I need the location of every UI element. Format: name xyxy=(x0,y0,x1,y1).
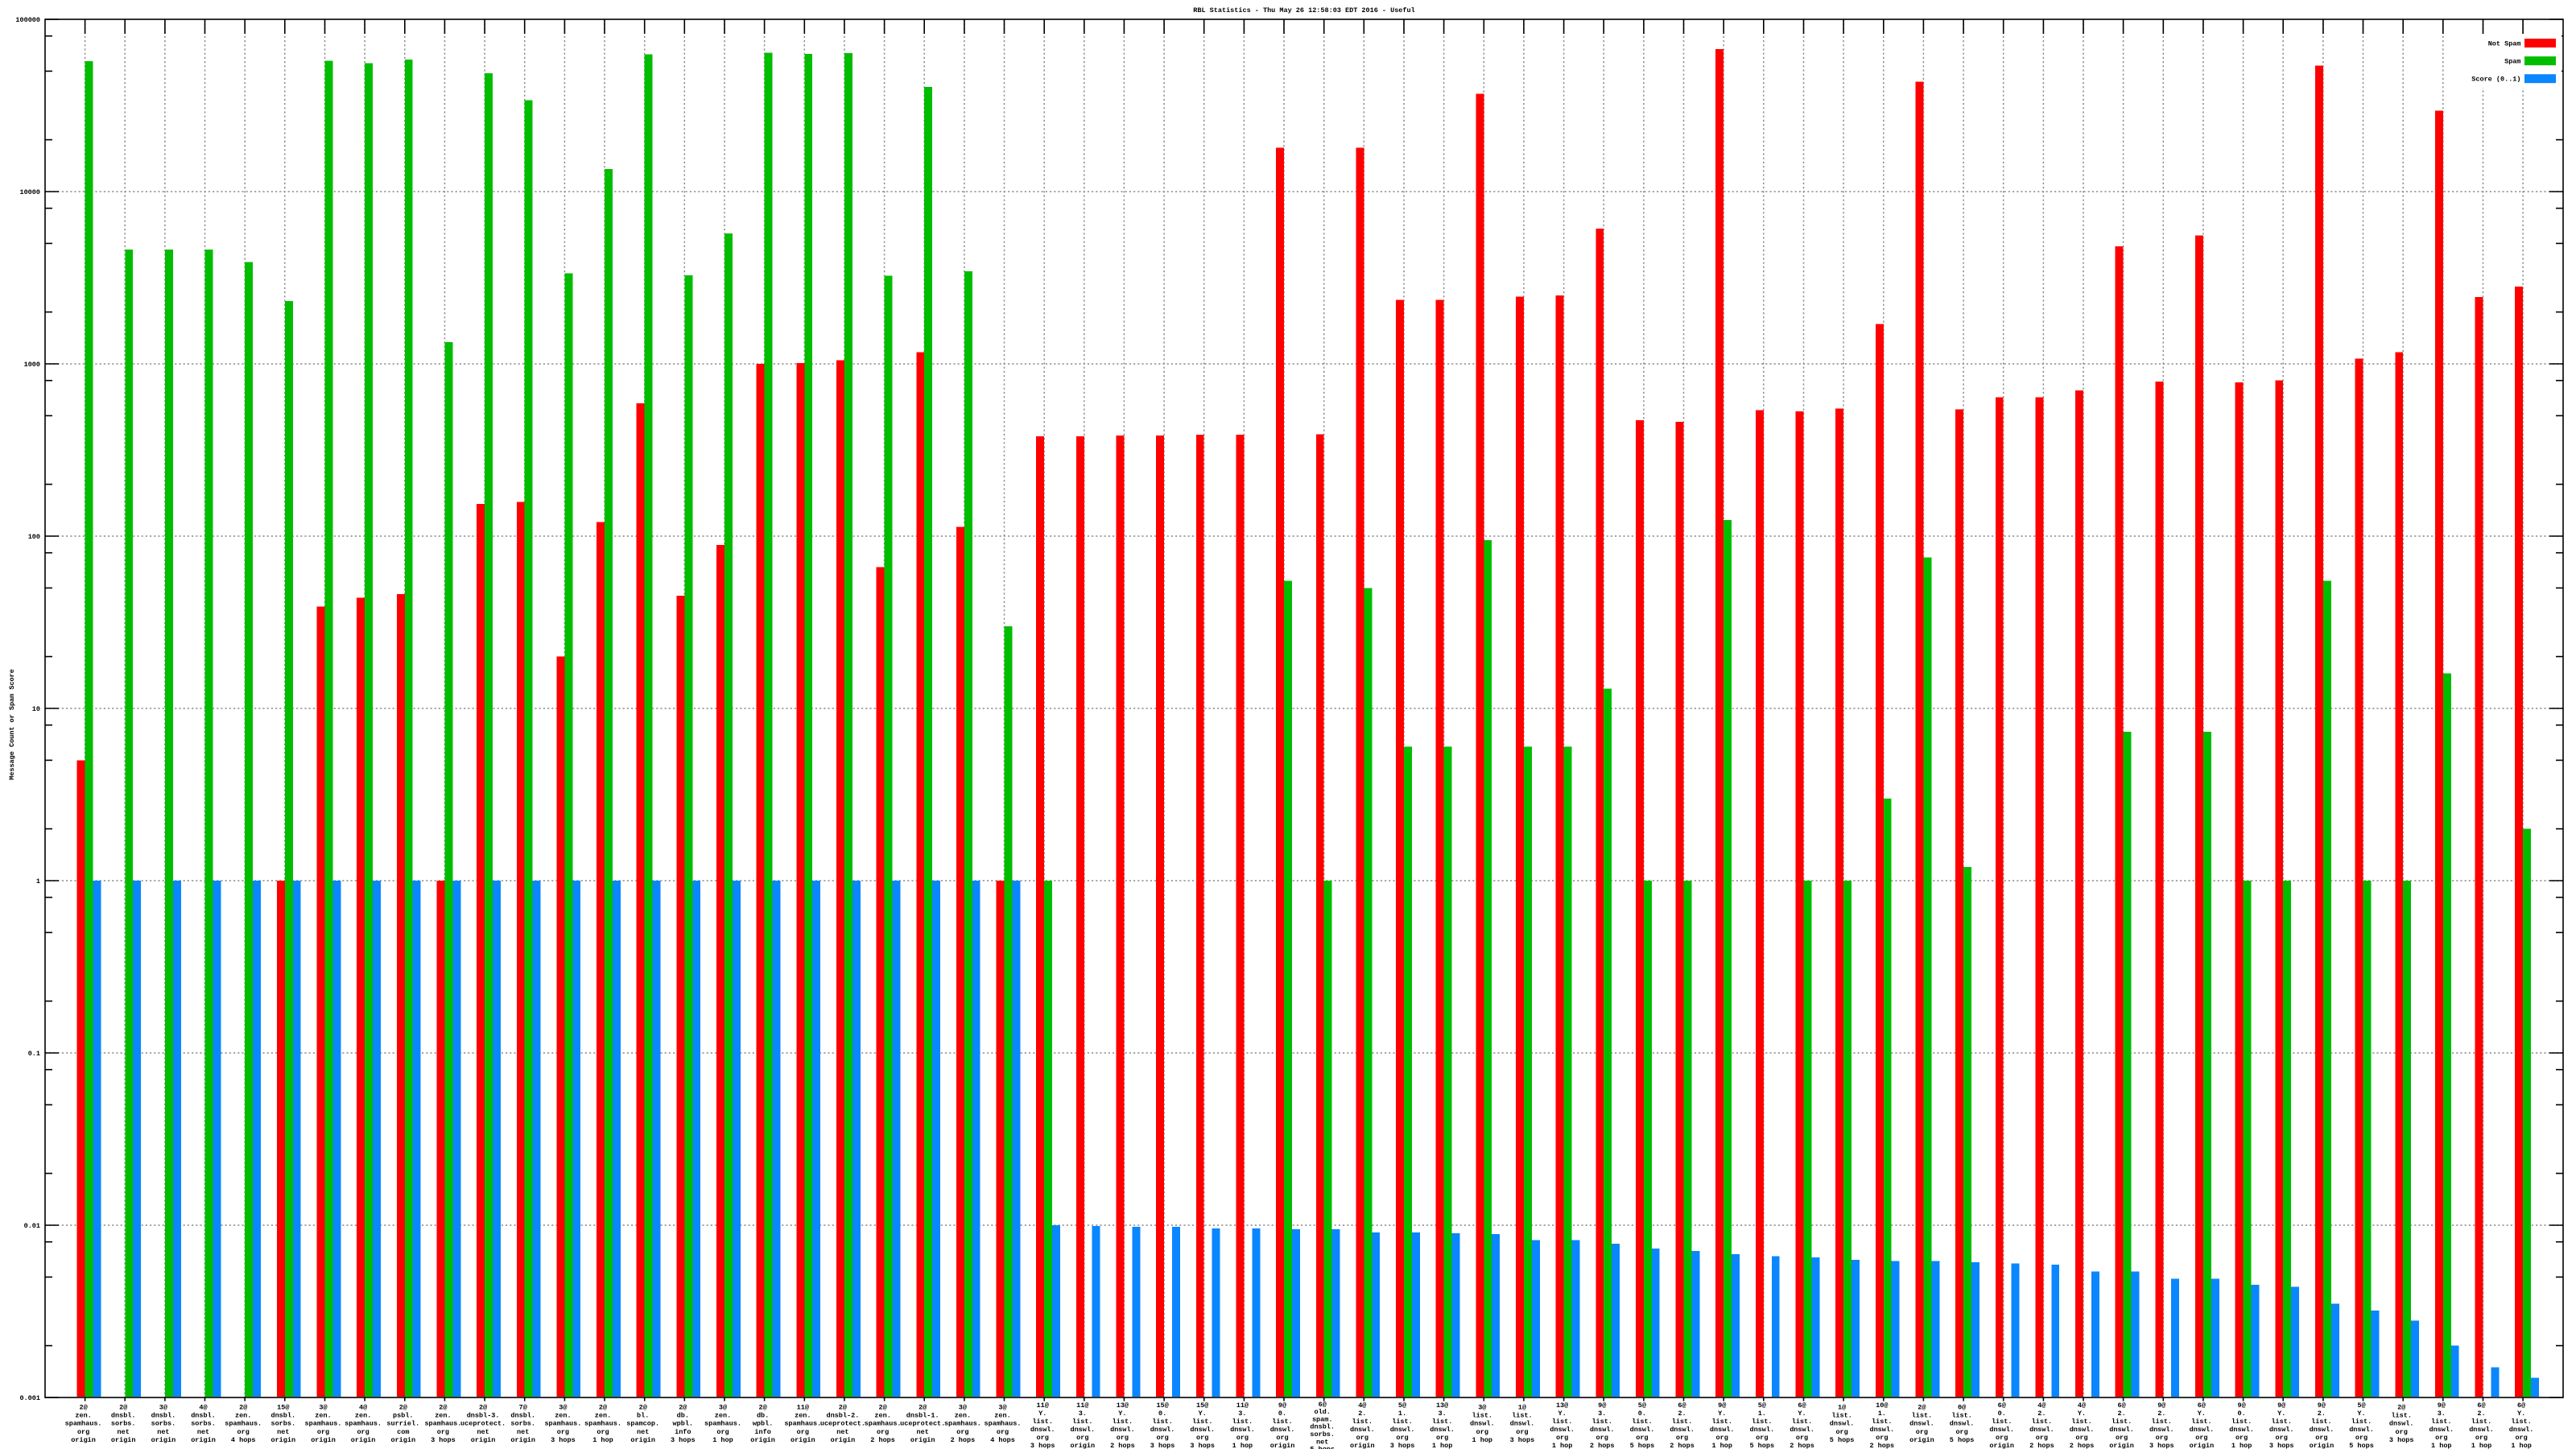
svg-text:Not Spam: Not Spam xyxy=(2488,40,2521,48)
svg-text:RBL Statistics - Thu May 26 12: RBL Statistics - Thu May 26 12:58:03 EDT… xyxy=(1193,6,1414,14)
svg-text:100: 100 xyxy=(28,533,40,541)
svg-text:6@old.spam.dnsbl.sorbs.net5 ho: 6@old.spam.dnsbl.sorbs.net5 hops xyxy=(1310,1401,1335,1449)
svg-text:0.1: 0.1 xyxy=(28,1050,40,1058)
svg-text:0.001: 0.001 xyxy=(19,1394,40,1402)
svg-text:1000: 1000 xyxy=(24,361,40,369)
svg-text:10000: 10000 xyxy=(19,188,40,196)
svg-text:Score (0..1): Score (0..1) xyxy=(2471,76,2520,84)
svg-text:Message Count or Spam Score: Message Count or Spam Score xyxy=(8,669,16,780)
svg-text:100000: 100000 xyxy=(15,16,40,24)
svg-text:0.01: 0.01 xyxy=(24,1222,40,1230)
svg-text:Spam: Spam xyxy=(2504,58,2520,66)
svg-text:1: 1 xyxy=(36,877,40,886)
svg-text:10: 10 xyxy=(32,705,40,713)
